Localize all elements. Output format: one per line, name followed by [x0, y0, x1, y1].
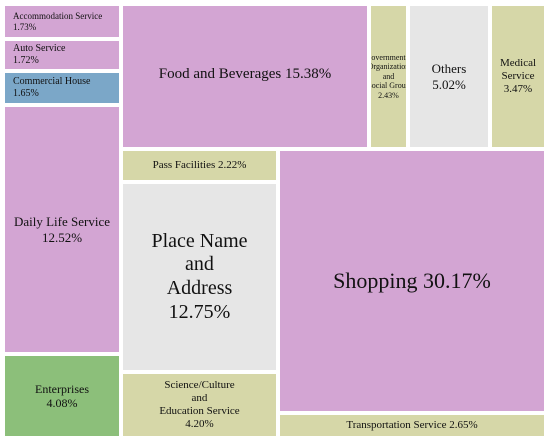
tile-label-line: 12.75%: [168, 300, 231, 323]
treemap-tile-transportation: Transportation Service 2.65%: [278, 413, 546, 438]
treemap-tile-auto: Auto Service 1.72%: [3, 39, 121, 71]
treemap-tile-commercial-house: Commercial House 1.65%: [3, 71, 121, 105]
treemap-tile-accommodation: Accommodation Service 1.73%: [3, 4, 121, 39]
treemap-tile-pass: Pass Facilities 2.22%: [121, 149, 278, 182]
tile-label-line: Organization: [369, 62, 408, 72]
tile-label-line: 4.20%: [185, 417, 214, 430]
treemap-tile-label: Pass Facilities 2.22%: [153, 159, 247, 172]
treemap-tile-label: Commercial House 1.65%: [13, 76, 90, 100]
treemap-tile-label: Food and Beverages 15.38%: [159, 66, 331, 84]
treemap-tile-shopping: Shopping 30.17%: [278, 149, 546, 413]
tile-label-line: Pass Facilities 2.22%: [152, 159, 247, 172]
tile-label-line: Others: [431, 61, 467, 77]
tile-label-line: and: [185, 253, 214, 276]
tile-label-line: and: [382, 71, 395, 81]
treemap-tile-food: Food and Beverages 15.38%: [121, 4, 369, 149]
tile-label-line: 3.47%: [503, 82, 533, 95]
tile-label-line: Auto Service: [13, 43, 66, 55]
treemap-tile-label: Accommodation Service 1.73%: [13, 11, 102, 32]
tile-label-line: Commercial House: [13, 76, 91, 88]
tile-label-line: 2.43%: [378, 90, 399, 100]
treemap-tile-others: Others 5.02%: [408, 4, 490, 149]
tile-label-line: 4.08%: [46, 396, 78, 410]
treemap-tile-label: Others 5.02%: [432, 61, 467, 92]
tile-label-line: 1.65%: [13, 88, 39, 99]
tile-label-line: Food and Beverages 15.38%: [158, 66, 332, 82]
treemap-tile-label: Place Name and Address 12.75%: [151, 230, 247, 324]
treemap-tile-label: Medical Service 3.47%: [500, 57, 536, 96]
treemap-tile-label: GovernmentalOrganizationandSocial Group2…: [369, 52, 408, 100]
treemap-tile-label: Auto Service 1.72%: [13, 43, 66, 67]
tile-label-line: Enterprises: [35, 381, 89, 396]
treemap-tile-government: GovernmentalOrganizationandSocial Group2…: [369, 4, 408, 149]
tile-label-line: Service: [501, 70, 535, 83]
tile-label-line: 5.02%: [432, 76, 466, 92]
treemap-tile-daily-life: Daily Life Service 12.52%: [3, 105, 121, 354]
tile-label-line: Science/Culture: [164, 379, 235, 392]
treemap-tile-label: Science/Culture and Education Service 4.20%: [159, 379, 239, 431]
tile-label-line: Medical: [499, 57, 537, 70]
treemap-tile-label: Enterprises 4.08%: [35, 382, 89, 410]
tile-label-line: and: [191, 392, 208, 405]
tile-label-line: Transportation Service 2.65%: [346, 419, 478, 432]
treemap-tile-label: Transportation Service 2.65%: [346, 419, 477, 432]
tile-label-line: 1.72%: [13, 55, 39, 66]
treemap-tile-place: Place Name and Address 12.75%: [121, 182, 278, 372]
tile-label-line: Address: [166, 277, 233, 299]
treemap-tile-label: Shopping 30.17%: [333, 268, 491, 294]
tile-label-line: Daily Life Service: [13, 214, 110, 230]
treemap-tile-label: Daily Life Service 12.52%: [14, 214, 110, 245]
treemap-tile-science: Science/Culture and Education Service 4.20%: [121, 372, 278, 438]
tile-label-line: Education Service: [159, 405, 240, 417]
treemap-tile-enterprises: Enterprises 4.08%: [3, 354, 121, 438]
tile-label-line: Governmental: [371, 52, 406, 62]
tile-label-line: Shopping 30.17%: [333, 268, 491, 294]
tile-label-line: Accommodation Service: [13, 10, 103, 21]
tile-label-line: 1.73%: [13, 21, 37, 32]
tile-label-line: 12.52%: [41, 229, 83, 245]
tile-label-line: Place Name: [151, 229, 248, 252]
treemap-tile-medical: Medical Service 3.47%: [490, 4, 546, 149]
tile-label-line: Social Group: [369, 81, 408, 91]
